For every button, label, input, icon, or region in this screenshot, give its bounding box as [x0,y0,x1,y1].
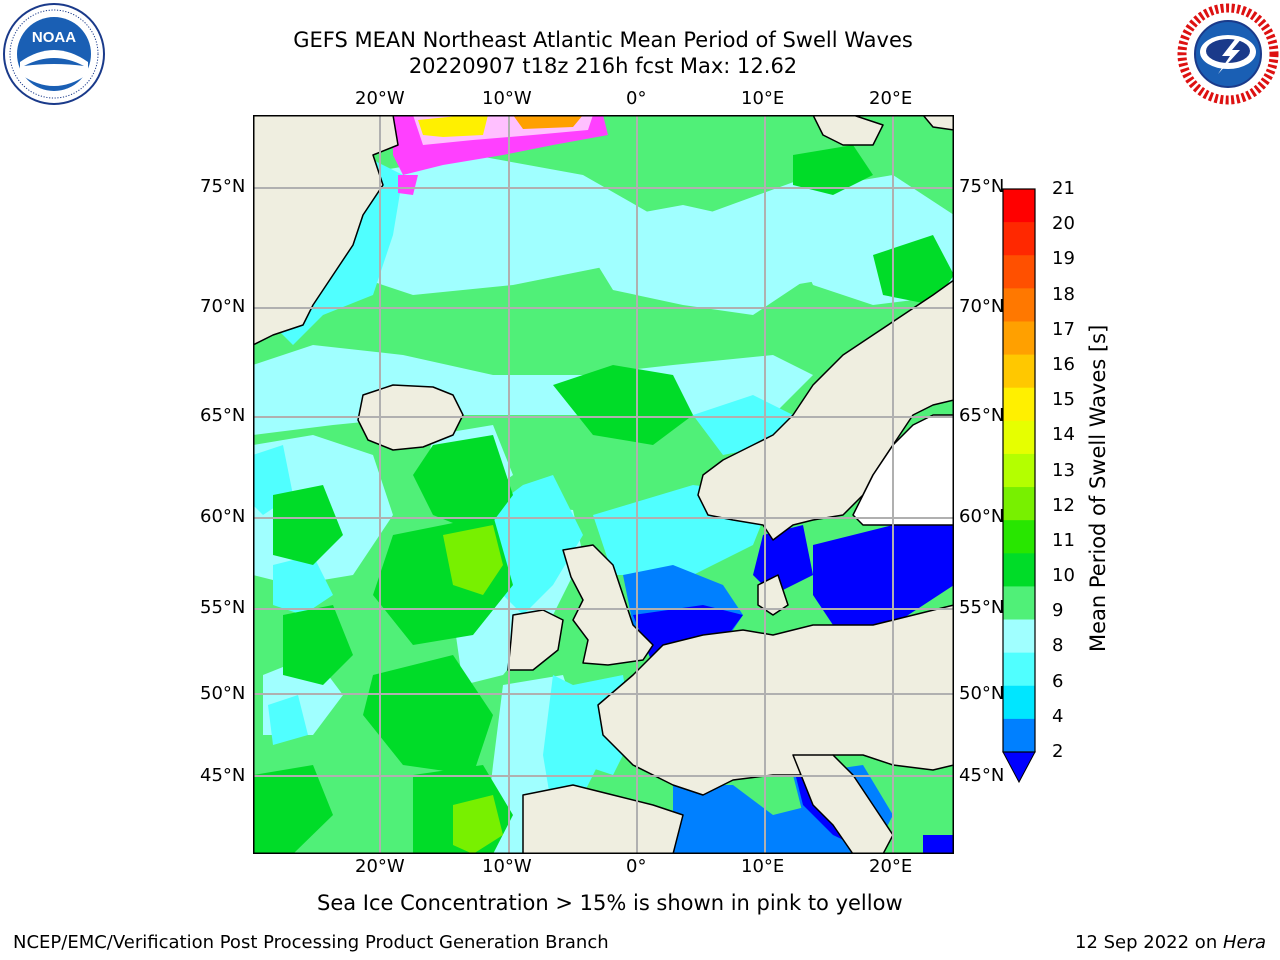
noaa-logo-text: NOAA [32,29,76,46]
colorbar-tick-label: 19 [1052,248,1075,270]
lat-label-left: 70°N [200,296,246,317]
lon-label-top: 0° [626,88,647,109]
swell-11-12s-regions [443,525,503,854]
map-title: GEFS MEAN Northeast Atlantic Mean Period… [293,28,913,52]
colorbar-tick-label: 17 [1052,318,1075,340]
footer-right: 12 Sep 2022 on Hera [1075,932,1266,953]
colorbar-segment [1003,619,1035,654]
nws-logo [1177,3,1279,105]
lat-label-right: 70°N [959,296,1005,317]
map-subtitle: 20220907 t18z 216h fcst Max: 12.62 [408,54,798,78]
lat-label-left: 60°N [200,506,246,527]
colorbar-tick-label: 2 [1052,741,1064,762]
lat-label-right: 75°N [959,176,1005,197]
colorbar-tick-label: 16 [1052,353,1075,375]
colorbar-segment [1003,652,1035,687]
lat-label-left: 45°N [200,765,246,786]
colorbar-segment [1003,222,1035,256]
colorbar-tick-label: 15 [1052,389,1075,411]
ireland-land [507,609,564,671]
colorbar-segment [1003,718,1035,753]
lat-label-left: 75°N [200,176,246,197]
lon-label-bottom: 20°W [355,856,405,877]
colorbar-segment [1003,387,1035,422]
noaa-logo: NOAA [3,3,105,105]
lat-label-left: 55°N [200,597,246,618]
iberia-land [522,784,684,854]
colorbar-segment [1003,321,1035,356]
lat-label-left: 65°N [200,405,246,426]
colorbar-segment [1003,189,1035,223]
colorbar-tick-label: 21 [1052,178,1075,199]
lon-label-top: 20°E [869,88,913,109]
lon-label-bottom: 10°W [482,856,532,877]
colorbar-tick-label: 9 [1052,600,1064,622]
colorbar-segment [1003,586,1035,621]
finland-region [852,414,954,526]
colorbar-tick-label: 14 [1052,424,1075,446]
colorbar-tick-label: 11 [1052,529,1075,551]
map-area [253,115,954,854]
lat-label-right: 60°N [959,506,1005,527]
colorbar-segment [1003,553,1035,587]
lat-label-right: 65°N [959,405,1005,426]
map-frame [253,115,954,854]
colorbar-tick-label: 12 [1052,494,1075,516]
sea-ice-caption: Sea Ice Concentration > 15% is shown in … [317,891,903,915]
colorbar-segment [1003,420,1035,455]
lat-label-left: 50°N [200,683,246,704]
colorbar-segment [1003,685,1035,720]
lon-label-bottom: 10°E [741,856,785,877]
colorbar-segment [1003,354,1035,389]
colorbar-tick-label: 20 [1052,213,1075,235]
lon-label-bottom: 20°E [869,856,913,877]
italy-land [792,754,894,854]
colorbar-segment [1003,288,1035,322]
footer-left: NCEP/EMC/Verification Post Processing Pr… [13,932,609,953]
greenland-land [253,115,399,346]
footer-date: 12 Sep 2022 on [1075,932,1223,953]
colorbar [1002,188,1036,784]
lat-label-right: 50°N [959,683,1005,704]
colorbar-extend-arrow [1002,751,1036,784]
colorbar-tick-label: 10 [1052,565,1075,587]
colorbar-segment [1003,453,1035,488]
colorbar-tick-label: 6 [1052,670,1064,692]
svalbard-land [812,115,884,146]
land-masses [253,115,954,854]
colorbar-segment [1003,255,1035,289]
great-britain-land [562,544,654,666]
colorbar-segment [1003,520,1035,554]
colorbar-tick-label: 8 [1052,635,1064,657]
graticule [253,115,954,854]
lon-label-top: 10°E [741,88,785,109]
lat-label-right: 45°N [959,765,1005,786]
lon-label-bottom: 0° [626,856,647,877]
colorbar-tick-label: 13 [1052,459,1075,481]
colorbar-tick-label: 18 [1052,283,1075,305]
swell-10-11s-regions [253,145,954,854]
colorbar-frame [1002,188,1036,753]
colorbar-title: Mean Period of Swell Waves [s] [1086,324,1110,652]
sea-ice-region [393,115,608,195]
colorbar-tick-label: 4 [1052,705,1064,727]
colorbar-segment [1003,487,1035,521]
lon-label-top: 10°W [482,88,532,109]
footer-host: Hera [1222,932,1266,953]
lat-label-right: 55°N [959,597,1005,618]
lon-label-top: 20°W [355,88,405,109]
